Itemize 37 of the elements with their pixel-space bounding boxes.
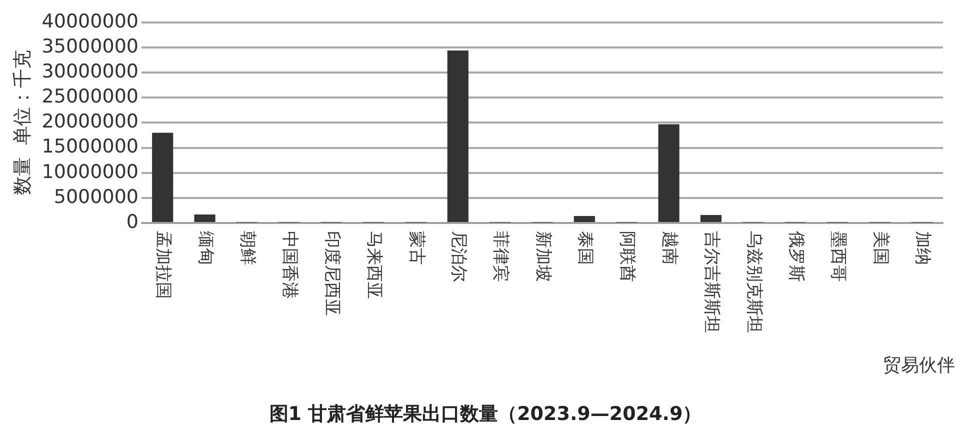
x-tick-label: 越南 — [659, 231, 680, 265]
x-tick-label: 乌兹别克斯坦 — [744, 231, 764, 333]
x-axis-title: 贸易伙伴 — [883, 354, 955, 377]
x-tick-label: 俄罗斯 — [786, 231, 806, 282]
y-tick-label: 20000000 — [42, 110, 139, 133]
x-tick-label: 中国香港 — [280, 231, 300, 299]
bar — [658, 124, 680, 222]
x-tick-label: 蒙古 — [406, 231, 426, 265]
x-tick-label: 马来西亚 — [364, 231, 384, 299]
y-tick-label: 10000000 — [42, 160, 139, 183]
x-tick-label: 吉尔吉斯斯坦 — [702, 231, 722, 333]
x-tick-label: 朝鲜 — [238, 231, 258, 265]
y-tick-label: 0 — [126, 210, 139, 233]
x-tick-label: 尼泊尔 — [448, 231, 468, 282]
text: 图1 甘肃省鲜苹果出口数量（2023.9—2024.9） — [268, 402, 703, 427]
y-tick-label: 5000000 — [54, 186, 139, 208]
x-tick-label: 新加坡 — [532, 231, 553, 282]
bar — [574, 216, 595, 222]
y-axis-title: 数量 单位：千克 — [11, 50, 34, 196]
x-tick-label: 墨西哥 — [828, 231, 848, 282]
bar — [194, 214, 216, 222]
x-tick-label: 阿联酋 — [617, 231, 638, 282]
x-tick-label: 印度尼西亚 — [322, 231, 342, 316]
x-tick-label: 缅甸 — [195, 231, 216, 265]
y-tick-label: 30000000 — [42, 60, 139, 82]
y-tick-label: 40000000 — [42, 10, 139, 32]
bar — [700, 214, 722, 222]
x-tick-label: 孟加拉国 — [153, 231, 174, 299]
x-tick-label: 泰国 — [575, 231, 596, 265]
y-tick-label: 15000000 — [42, 136, 139, 158]
x-tick-label: 菲律宾 — [490, 231, 511, 282]
y-tick-label: 25000000 — [42, 86, 139, 108]
x-tick-label: 加纳 — [912, 231, 932, 265]
x-tick-label: 美国 — [870, 231, 890, 265]
y-tick-label: 35000000 — [42, 35, 139, 58]
bar — [447, 50, 468, 222]
bar — [152, 132, 174, 222]
